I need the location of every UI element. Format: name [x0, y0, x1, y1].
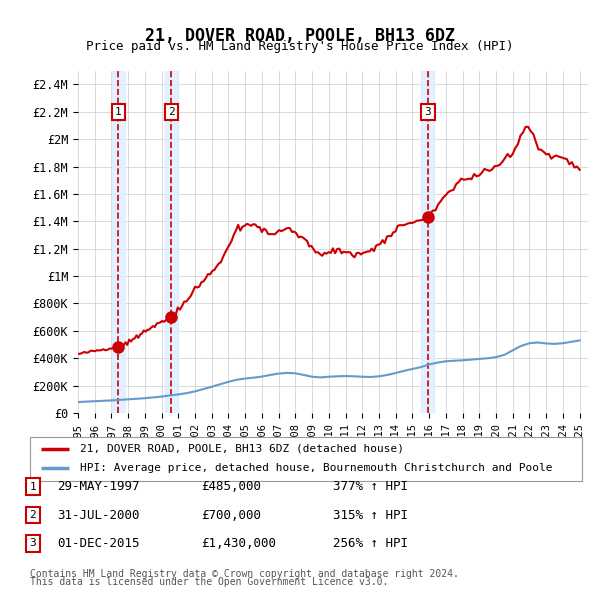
Text: £700,000: £700,000	[201, 509, 261, 522]
Text: Contains HM Land Registry data © Crown copyright and database right 2024.: Contains HM Land Registry data © Crown c…	[30, 569, 459, 579]
Text: 01-DEC-2015: 01-DEC-2015	[57, 537, 139, 550]
Text: This data is licensed under the Open Government Licence v3.0.: This data is licensed under the Open Gov…	[30, 577, 388, 587]
Text: 377% ↑ HPI: 377% ↑ HPI	[333, 480, 408, 493]
Text: 31-JUL-2000: 31-JUL-2000	[57, 509, 139, 522]
Text: 256% ↑ HPI: 256% ↑ HPI	[333, 537, 408, 550]
Text: 21, DOVER ROAD, POOLE, BH13 6DZ: 21, DOVER ROAD, POOLE, BH13 6DZ	[145, 27, 455, 45]
Text: 1: 1	[115, 107, 122, 117]
Text: HPI: Average price, detached house, Bournemouth Christchurch and Poole: HPI: Average price, detached house, Bour…	[80, 464, 552, 473]
Text: 2: 2	[168, 107, 175, 117]
Text: 2: 2	[29, 510, 37, 520]
Text: 21, DOVER ROAD, POOLE, BH13 6DZ (detached house): 21, DOVER ROAD, POOLE, BH13 6DZ (detache…	[80, 444, 404, 454]
Bar	[112, 71, 125, 413]
Text: 3: 3	[424, 107, 431, 117]
Text: 315% ↑ HPI: 315% ↑ HPI	[333, 509, 408, 522]
Text: £485,000: £485,000	[201, 480, 261, 493]
Text: Price paid vs. HM Land Registry's House Price Index (HPI): Price paid vs. HM Land Registry's House …	[86, 40, 514, 53]
Text: 3: 3	[29, 539, 37, 548]
Text: 1: 1	[29, 482, 37, 491]
Bar	[164, 71, 178, 413]
Text: 29-MAY-1997: 29-MAY-1997	[57, 480, 139, 493]
Bar	[421, 71, 434, 413]
Text: £1,430,000: £1,430,000	[201, 537, 276, 550]
